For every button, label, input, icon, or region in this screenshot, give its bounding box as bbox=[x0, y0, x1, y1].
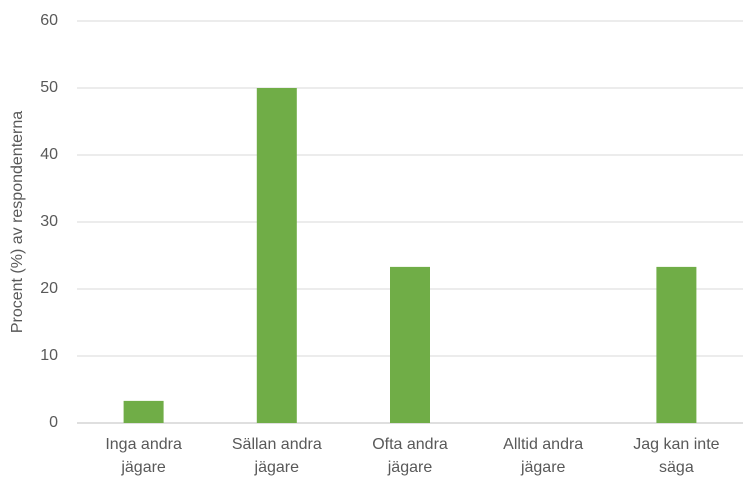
y-tick-label: 60 bbox=[40, 12, 58, 29]
x-tick-label: Alltid andra jägare bbox=[503, 436, 584, 476]
bar bbox=[256, 88, 297, 423]
y-tick-label: 50 bbox=[40, 79, 58, 96]
bar bbox=[656, 266, 697, 423]
x-tick-label: Inga andra jägare bbox=[105, 436, 182, 476]
x-tick-label: Ofta andra jägare bbox=[372, 436, 448, 476]
x-tick-label: Sällan andra jägare bbox=[231, 436, 322, 476]
y-axis-label: Procent (%) av respondenterna bbox=[9, 111, 26, 333]
y-tick-label: 0 bbox=[49, 414, 58, 431]
bar bbox=[123, 400, 164, 423]
x-tick-label: Jag kan inte säga bbox=[633, 436, 720, 476]
y-tick-label: 40 bbox=[40, 146, 58, 163]
y-tick-label: 10 bbox=[40, 347, 58, 364]
y-tick-label: 30 bbox=[40, 213, 58, 230]
bar bbox=[390, 266, 430, 423]
y-tick-label: 20 bbox=[40, 280, 58, 297]
